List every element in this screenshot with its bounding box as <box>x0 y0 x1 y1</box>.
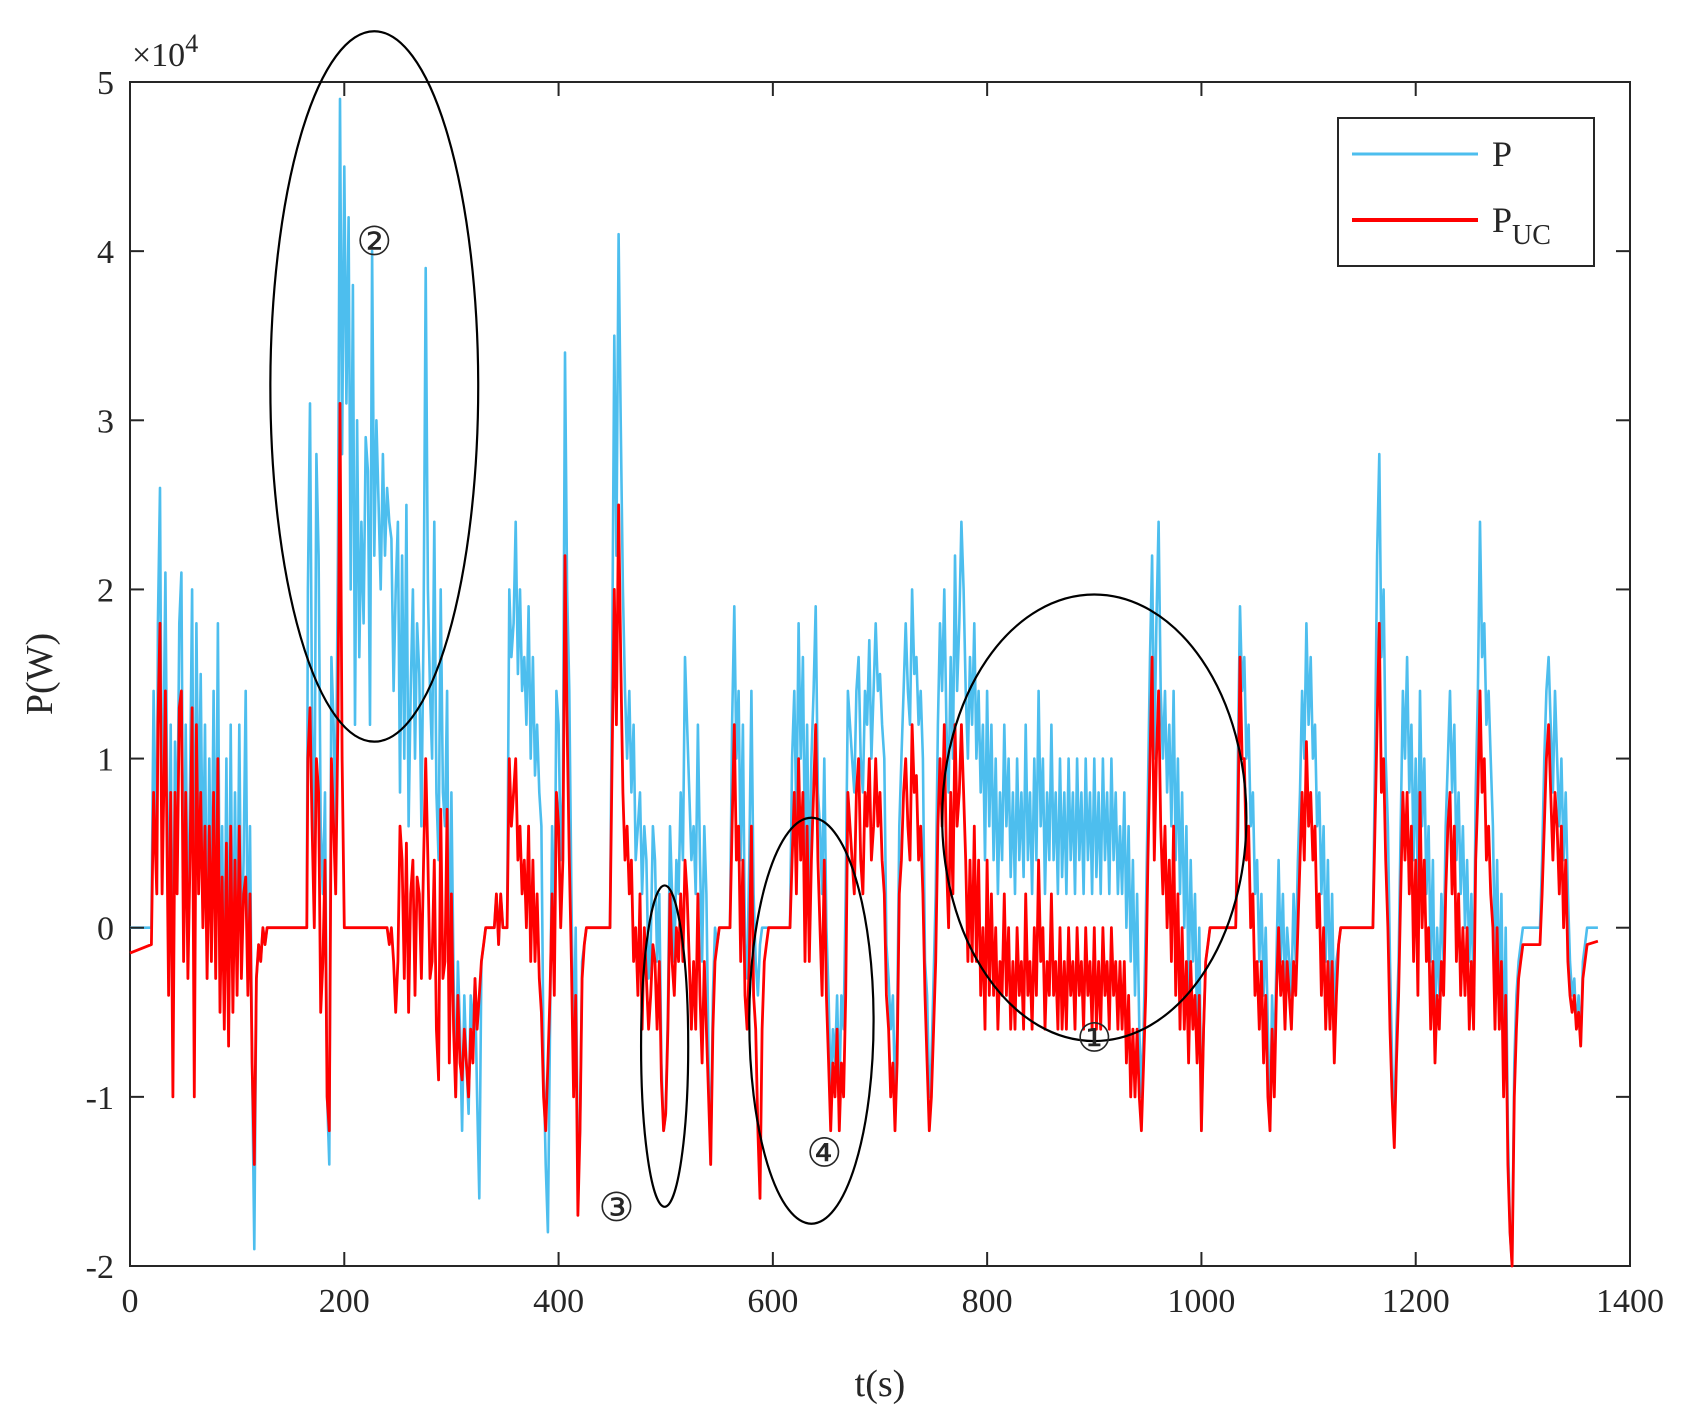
legend-label-puc: PUC <box>1492 200 1551 251</box>
y-exponent-label: ×104 <box>132 29 198 74</box>
annotation-ellipse-1 <box>941 593 1248 1043</box>
y-tick-label: -1 <box>86 1080 114 1117</box>
annotation-ellipse-2 <box>269 30 480 743</box>
x-tick-label: 0 <box>122 1283 139 1320</box>
y-tick-label: 5 <box>97 65 114 102</box>
annotation-layer: ① ② ③ ④ <box>269 30 1248 1230</box>
y-tick-label: 0 <box>97 911 114 948</box>
x-axis-title: t(s) <box>855 1363 906 1405</box>
x-tick-label: 600 <box>747 1283 798 1320</box>
legend: P PUC <box>1337 117 1595 267</box>
x-tick-label: 200 <box>319 1283 370 1320</box>
y-tick-label: -2 <box>86 1249 114 1286</box>
x-tick-label: 800 <box>962 1283 1013 1320</box>
legend-label-p: P <box>1492 134 1512 174</box>
y-tick-label: 1 <box>97 742 114 779</box>
annotation-label-4: ④ <box>806 1131 842 1176</box>
y-tick-label: 3 <box>97 403 114 440</box>
x-tick-label: 400 <box>533 1283 584 1320</box>
annotation-ellipse-3 <box>639 884 690 1208</box>
annotation-ellipse-4 <box>748 816 875 1225</box>
y-tick-label: 2 <box>97 572 114 609</box>
y-tick-label: 4 <box>97 234 114 271</box>
series-layer <box>129 97 1599 1268</box>
annotation-label-2: ② <box>356 219 392 264</box>
y-axis-title: P(W) <box>19 633 61 715</box>
x-tick-label: 1000 <box>1167 1283 1235 1320</box>
axis-ticks: 0 200 400 600 800 1000 1200 1400 -2 -1 0 1 2 3 4 5 <box>86 65 1664 1320</box>
series-line-puc <box>129 402 1599 1268</box>
plot-area: ① ② ③ ④ 0 200 400 600 800 1000 1200 1400 -2 -1 0 1 2 3 4 5 <box>86 30 1664 1320</box>
x-tick-label: 1400 <box>1596 1283 1664 1320</box>
annotation-label-1: ① <box>1076 1016 1112 1061</box>
x-tick-label: 1200 <box>1382 1283 1450 1320</box>
annotation-label-3: ③ <box>598 1185 634 1230</box>
legend-box <box>1337 117 1595 267</box>
